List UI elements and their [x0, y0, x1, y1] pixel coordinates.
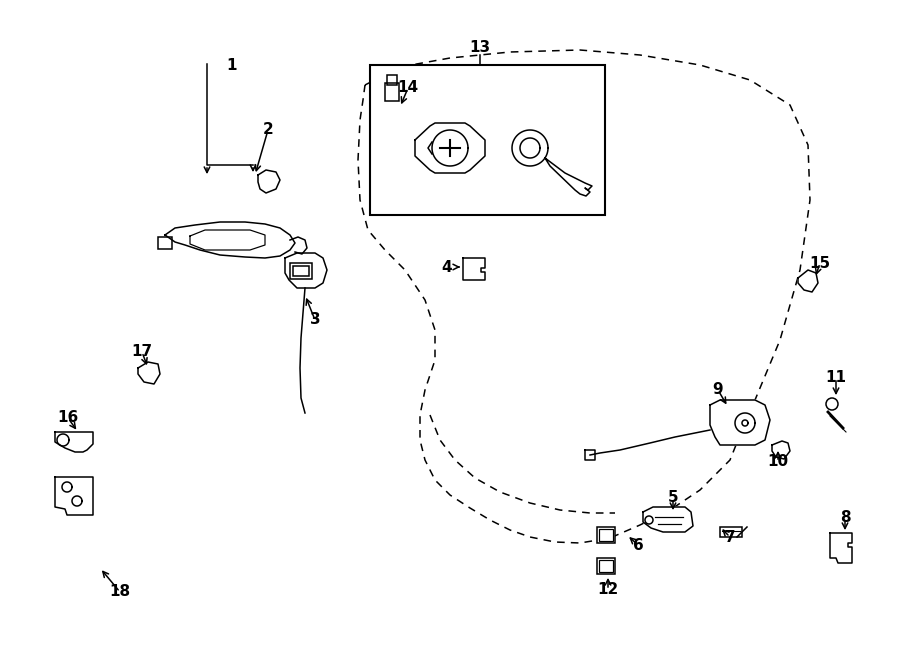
Bar — [599, 560, 613, 572]
Text: 3: 3 — [310, 313, 320, 327]
Polygon shape — [830, 533, 852, 563]
Polygon shape — [285, 253, 327, 288]
Text: 2: 2 — [263, 122, 274, 137]
Text: 15: 15 — [809, 256, 831, 270]
Bar — [293, 266, 309, 276]
Bar — [597, 527, 615, 543]
Text: 9: 9 — [713, 383, 724, 397]
Text: 12: 12 — [598, 582, 618, 598]
Text: 17: 17 — [131, 344, 153, 360]
Text: 8: 8 — [840, 510, 850, 525]
Bar — [370, 65, 605, 215]
Text: 7: 7 — [724, 529, 735, 545]
Text: 16: 16 — [58, 410, 78, 426]
Text: 10: 10 — [768, 455, 788, 469]
Bar — [599, 529, 613, 541]
Text: 13: 13 — [470, 40, 490, 56]
Text: 4: 4 — [442, 260, 453, 274]
Polygon shape — [55, 432, 93, 452]
Bar — [597, 558, 615, 574]
Polygon shape — [798, 270, 818, 292]
Polygon shape — [772, 441, 790, 459]
Bar — [720, 527, 742, 537]
Polygon shape — [710, 400, 770, 445]
Polygon shape — [463, 258, 485, 280]
Polygon shape — [165, 222, 295, 258]
Text: 11: 11 — [825, 371, 847, 385]
Bar — [385, 83, 399, 101]
Text: 18: 18 — [110, 584, 130, 600]
Text: 6: 6 — [633, 537, 643, 553]
Polygon shape — [138, 362, 160, 384]
Text: 14: 14 — [398, 81, 418, 95]
Text: 5: 5 — [668, 490, 679, 506]
Text: 1: 1 — [227, 58, 238, 73]
Polygon shape — [258, 170, 280, 193]
Polygon shape — [643, 507, 693, 532]
Bar — [290, 263, 312, 279]
Bar — [158, 237, 172, 249]
Bar — [387, 75, 397, 85]
Polygon shape — [55, 477, 93, 515]
